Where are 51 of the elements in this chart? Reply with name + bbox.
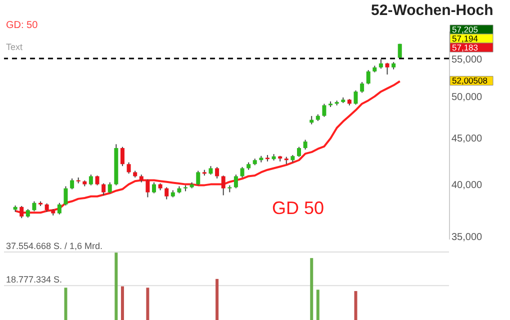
candlestick — [378, 58, 383, 70]
candlestick — [240, 166, 244, 178]
candlestick — [64, 186, 68, 206]
candlestick — [360, 82, 364, 94]
y-tick-label: 55,000 — [452, 54, 483, 66]
candlestick — [70, 178, 74, 190]
y-tick-label: 50,000 — [452, 92, 483, 104]
text: GD: 50 — [6, 20, 38, 31]
candlestick — [164, 186, 169, 200]
candlestick — [32, 200, 36, 212]
candlestick — [303, 139, 308, 150]
annotation: Text — [6, 42, 24, 52]
candlestick — [221, 175, 226, 196]
candlestick — [108, 182, 112, 194]
y-tick-label: 45,000 — [452, 134, 483, 145]
y-tick-label: 40,000 — [452, 180, 483, 191]
candlestick — [366, 70, 370, 85]
bar — [316, 290, 320, 320]
y-tick-label: 35,000 — [452, 232, 483, 244]
candlestick — [88, 174, 93, 186]
annotation: GD 50 — [272, 198, 324, 218]
bar — [354, 291, 358, 320]
bar — [114, 252, 118, 320]
candlestick — [234, 174, 238, 189]
bar — [216, 278, 219, 320]
bar — [64, 288, 68, 320]
text: 57,183 — [452, 42, 478, 52]
candlestick — [146, 178, 150, 198]
chart-title: 52-Wochen-Hoch — [371, 2, 494, 19]
candlestick — [57, 202, 62, 215]
candlestick — [322, 103, 326, 118]
candlestick — [95, 175, 100, 186]
line-series — [14, 80, 401, 214]
bar — [120, 286, 124, 320]
ref-line-label: 18.777.334 S. — [6, 274, 62, 285]
candlestick — [385, 62, 390, 76]
candlestick — [102, 182, 106, 196]
candlestick — [297, 146, 301, 158]
candlestick — [152, 182, 156, 194]
candlestick — [120, 146, 124, 167]
text: 52,00508 — [452, 76, 488, 86]
text: 57,194 — [452, 34, 478, 44]
candlestick — [196, 170, 200, 186]
ref-line-label: 37.554.668 S. / 1,6 Mrd. — [6, 241, 103, 251]
bar — [310, 258, 314, 320]
candlestick — [126, 162, 131, 174]
candlestick — [354, 90, 358, 106]
bar — [146, 288, 150, 320]
candlestick — [20, 206, 24, 219]
text: 57,205 — [452, 24, 478, 34]
candlestick — [215, 166, 220, 179]
